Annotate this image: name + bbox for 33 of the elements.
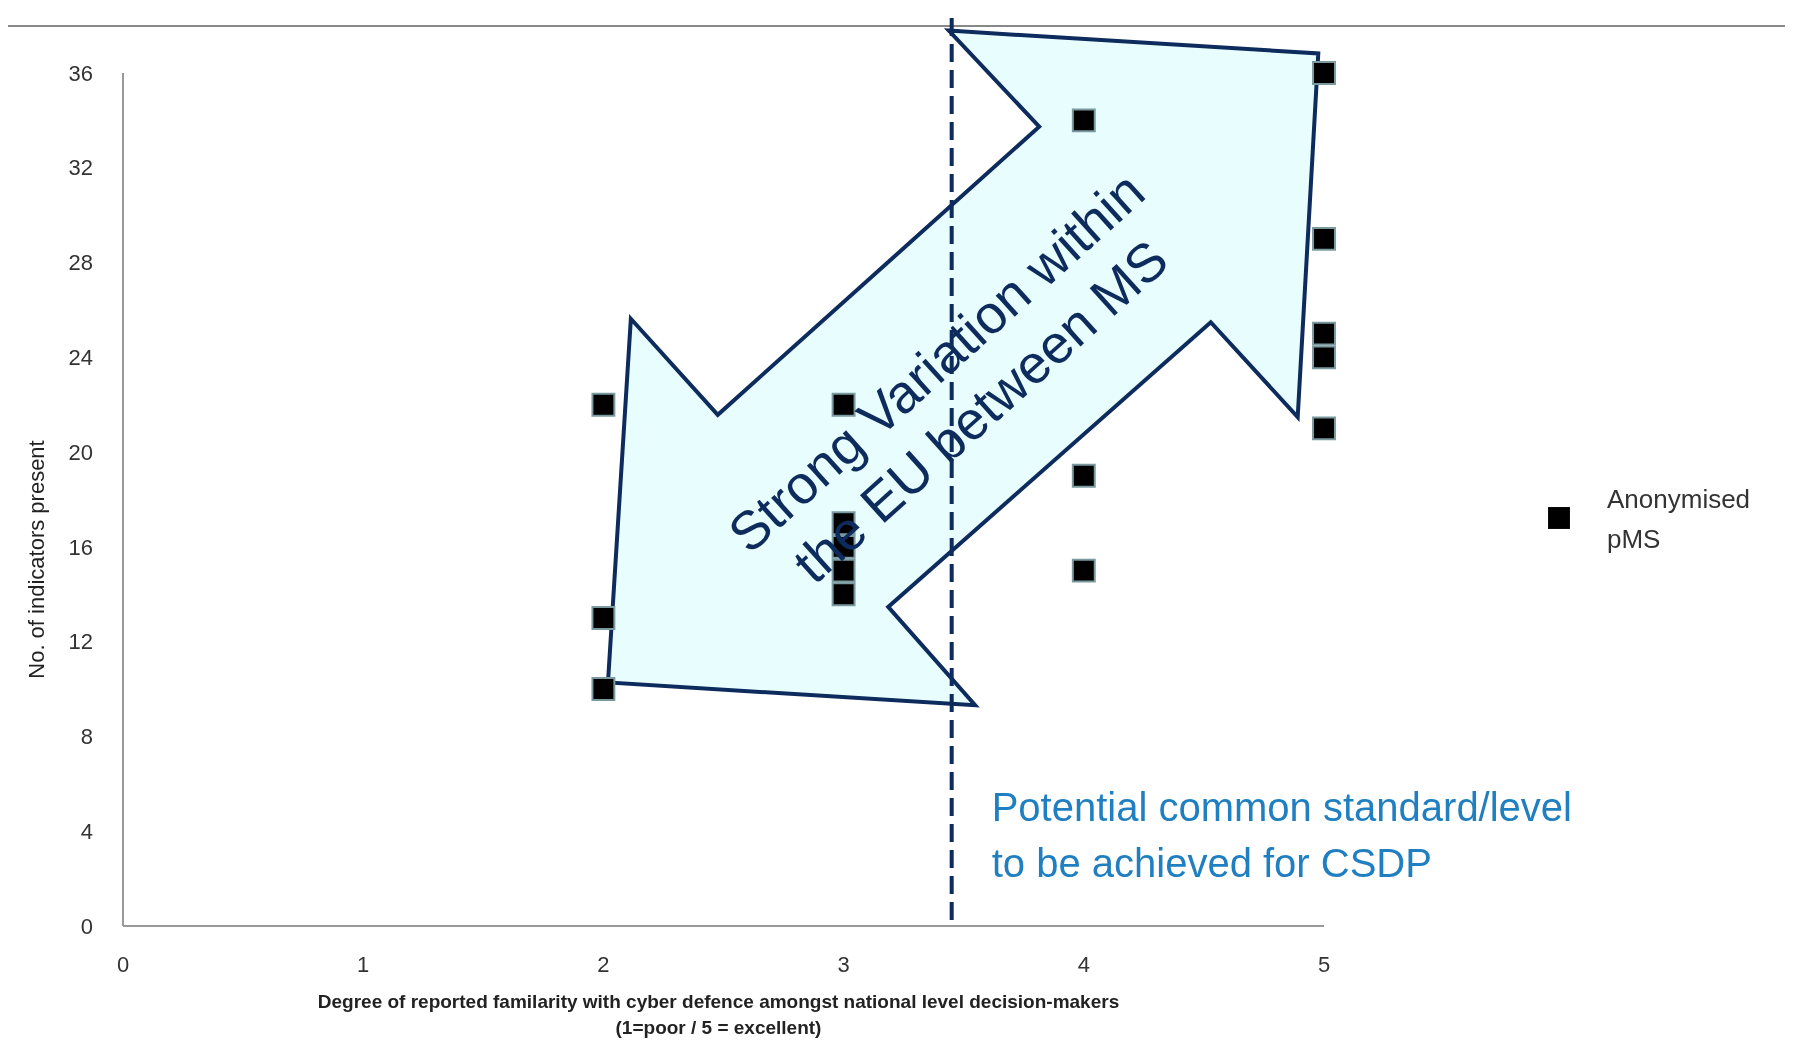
point [831, 582, 856, 607]
point [1312, 345, 1336, 370]
x-tick-label: 4 [1077, 952, 1090, 977]
y-tick-label: 8 [80, 724, 93, 750]
x-tick-label: 3 [837, 952, 850, 977]
x-tick-label: 1 [357, 952, 370, 977]
point [1071, 108, 1096, 133]
ref-line-label: Potential common standard/level to be achieved for CSDP [991, 785, 1572, 885]
y-tick-label: 16 [68, 534, 93, 560]
y-tick-label: 24 [68, 345, 93, 371]
y-tick-label: 28 [68, 250, 93, 276]
y-tick-label: 32 [68, 155, 93, 181]
x-tick-label: 2 [597, 952, 610, 977]
x-tick-label: 5 [1317, 952, 1331, 977]
point [1312, 416, 1336, 441]
y-tick-label: 12 [68, 629, 93, 655]
point [591, 606, 616, 630]
x-axis-title: Degree of reported familarity with cyber defence amongst national level decision-makers (1=poor / 5 = excellent) [317, 991, 1120, 1038]
point [1312, 61, 1336, 85]
point [1071, 463, 1096, 488]
point [591, 392, 616, 417]
legend-label: Anonymised pMS [1607, 484, 1751, 554]
x-tick-label: 0 [116, 952, 130, 977]
point [1312, 321, 1336, 346]
point [1312, 226, 1336, 251]
point [1071, 558, 1096, 583]
y-axis-title: No. of indicators present [24, 440, 49, 679]
point [831, 392, 856, 417]
y-tick-label: 4 [80, 818, 93, 844]
point [591, 677, 616, 702]
y-tick-label: 20 [68, 439, 93, 465]
y-tick-label: 36 [68, 60, 93, 86]
y-tick-label: 0 [80, 913, 93, 939]
